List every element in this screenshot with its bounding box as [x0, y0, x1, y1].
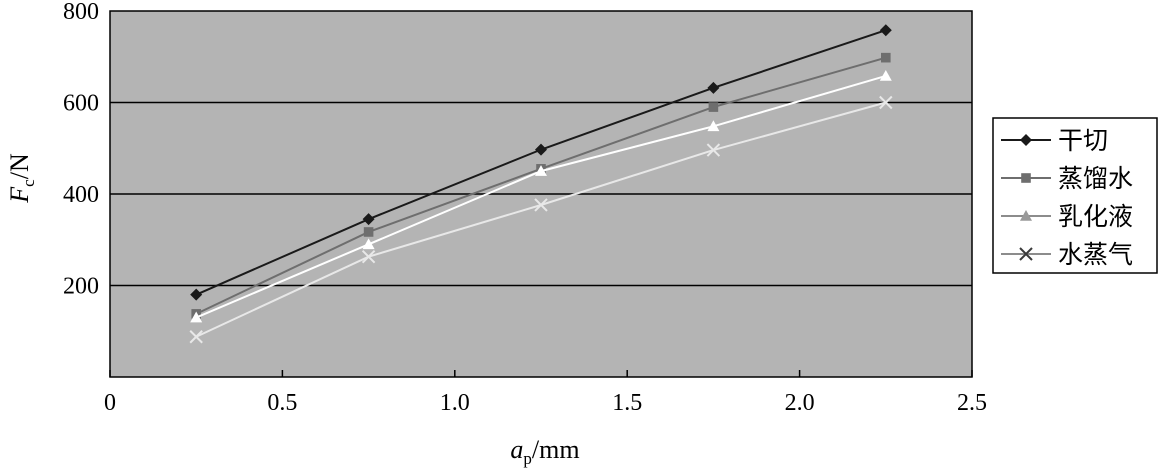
- legend-box: [992, 117, 1158, 274]
- legend-item: 干切: [1001, 126, 1108, 155]
- x-axis-label-sub: p: [523, 449, 532, 468]
- data-point: [707, 81, 720, 94]
- y-axis-label: Fc/N: [5, 153, 38, 204]
- series-group: [189, 24, 893, 344]
- y-tick-label: 400: [63, 182, 99, 208]
- x-tick-label: 0: [104, 390, 116, 416]
- data-point: [1019, 247, 1033, 261]
- legend-item: 蒸馏水: [1001, 164, 1133, 193]
- y-tick-label: 200: [63, 274, 99, 300]
- data-point: [190, 311, 203, 323]
- legend-item: 乳化液: [1001, 202, 1133, 231]
- x-tick-label: 2.0: [785, 390, 815, 416]
- y-tick-label: 800: [63, 0, 99, 25]
- y-axis-label-sub: c: [19, 179, 38, 187]
- data-point: [879, 95, 893, 110]
- data-point: [535, 143, 547, 156]
- data-point: [189, 330, 203, 344]
- data-point: [1020, 134, 1032, 146]
- data-point: [706, 143, 721, 157]
- data-point: [879, 69, 892, 81]
- data-point: [363, 227, 374, 237]
- tick-labels: 0 0.5 1.0 1.5 2.0 2.5 200 400 600 800: [63, 0, 987, 416]
- y-tick-label: 600: [63, 91, 99, 117]
- series-4: [189, 95, 893, 344]
- x-tick-label: 1.5: [612, 390, 642, 416]
- legend-item: 水蒸气: [1001, 240, 1133, 269]
- series-1: [190, 24, 892, 301]
- legend-label: 蒸馏水: [1058, 164, 1133, 193]
- legend-label: 乳化液: [1058, 202, 1133, 231]
- x-axis-label: ap/mm: [510, 435, 579, 468]
- data-point: [881, 52, 891, 63]
- x-tick-label: 0.5: [267, 390, 297, 416]
- y-axis-label-unit: /N: [5, 153, 34, 179]
- x-tick-label: 1.0: [440, 390, 470, 416]
- axes: [109, 370, 973, 377]
- series-3: [190, 69, 892, 323]
- legend-label: 水蒸气: [1058, 240, 1133, 269]
- data-point: [1020, 210, 1032, 221]
- data-point: [1021, 173, 1031, 183]
- data-point: [361, 249, 376, 264]
- x-tick-label: 2.5: [957, 390, 987, 416]
- data-point: [535, 165, 547, 176]
- data-point: [879, 24, 892, 37]
- data-point: [534, 198, 548, 212]
- data-point: [708, 102, 719, 112]
- data-point: [190, 288, 203, 301]
- legend-label: 干切: [1058, 126, 1108, 155]
- y-axis-label-main: F: [5, 186, 34, 204]
- x-axis-label-unit: /mm: [532, 435, 580, 464]
- data-point: [362, 238, 375, 250]
- x-axis-label-main: a: [510, 435, 523, 464]
- data-point: [707, 120, 720, 132]
- data-point: [362, 213, 375, 226]
